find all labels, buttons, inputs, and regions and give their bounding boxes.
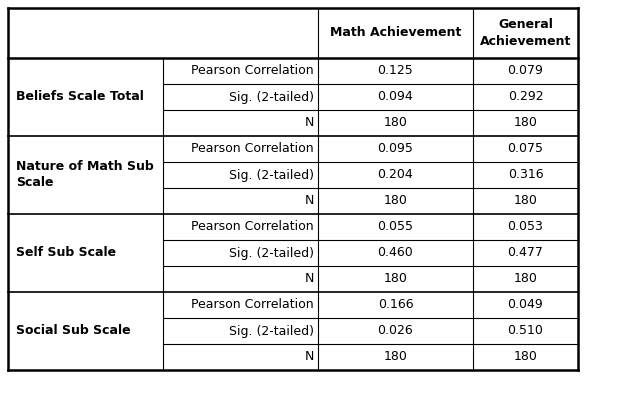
Text: Pearson Correlation: Pearson Correlation: [192, 64, 314, 78]
Text: 0.510: 0.510: [507, 324, 543, 337]
Text: 180: 180: [514, 195, 538, 208]
Text: 0.477: 0.477: [507, 246, 543, 259]
Text: Sig. (2-tailed): Sig. (2-tailed): [229, 169, 314, 182]
Text: Pearson Correlation: Pearson Correlation: [192, 220, 314, 233]
Text: Beliefs Scale Total: Beliefs Scale Total: [16, 91, 144, 104]
Text: General
Achievement: General Achievement: [480, 18, 571, 48]
Text: 180: 180: [384, 273, 408, 286]
Text: 0.049: 0.049: [507, 299, 543, 311]
Text: Pearson Correlation: Pearson Correlation: [192, 299, 314, 311]
Text: 0.125: 0.125: [377, 64, 413, 78]
Text: N: N: [305, 195, 314, 208]
Text: 0.292: 0.292: [507, 91, 543, 104]
Text: 0.460: 0.460: [377, 246, 413, 259]
Text: 180: 180: [514, 273, 538, 286]
Text: 0.053: 0.053: [507, 220, 543, 233]
Text: 0.079: 0.079: [507, 64, 543, 78]
Text: N: N: [305, 350, 314, 364]
Text: Sig. (2-tailed): Sig. (2-tailed): [229, 91, 314, 104]
Text: 180: 180: [514, 117, 538, 129]
Text: Math Achievement: Math Achievement: [330, 27, 461, 40]
Text: Sig. (2-tailed): Sig. (2-tailed): [229, 324, 314, 337]
Text: Self Sub Scale: Self Sub Scale: [16, 246, 116, 259]
Text: 0.316: 0.316: [507, 169, 543, 182]
Text: 180: 180: [514, 350, 538, 364]
Text: 0.075: 0.075: [507, 142, 543, 155]
Text: 0.094: 0.094: [377, 91, 413, 104]
Text: 0.095: 0.095: [377, 142, 413, 155]
Text: Nature of Math Sub
Scale: Nature of Math Sub Scale: [16, 160, 154, 189]
Text: N: N: [305, 273, 314, 286]
Text: 0.204: 0.204: [377, 169, 413, 182]
Text: Social Sub Scale: Social Sub Scale: [16, 324, 131, 337]
Text: 0.055: 0.055: [377, 220, 413, 233]
Text: Pearson Correlation: Pearson Correlation: [192, 142, 314, 155]
Text: Sig. (2-tailed): Sig. (2-tailed): [229, 246, 314, 259]
Text: 180: 180: [384, 195, 408, 208]
Text: 0.026: 0.026: [377, 324, 413, 337]
Text: N: N: [305, 117, 314, 129]
Text: 180: 180: [384, 350, 408, 364]
Text: 0.166: 0.166: [377, 299, 413, 311]
Text: 180: 180: [384, 117, 408, 129]
